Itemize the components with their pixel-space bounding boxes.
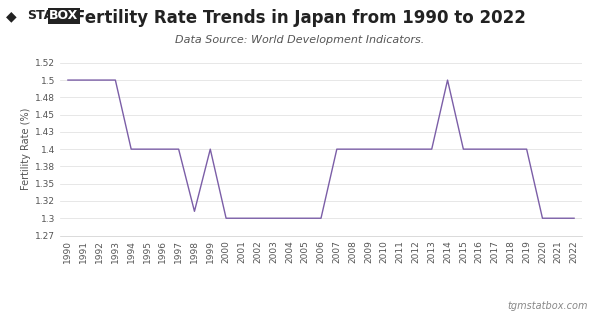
Text: ◆: ◆ — [6, 9, 17, 24]
Text: Fertility Rate Trends in Japan from 1990 to 2022: Fertility Rate Trends in Japan from 1990… — [74, 9, 526, 27]
Text: STAT: STAT — [27, 9, 61, 22]
Text: Data Source: World Development Indicators.: Data Source: World Development Indicator… — [175, 35, 425, 45]
Text: tgmstatbox.com: tgmstatbox.com — [508, 301, 588, 311]
Y-axis label: Fertility Rate (%): Fertility Rate (%) — [21, 108, 31, 190]
Text: BOX: BOX — [49, 9, 79, 22]
